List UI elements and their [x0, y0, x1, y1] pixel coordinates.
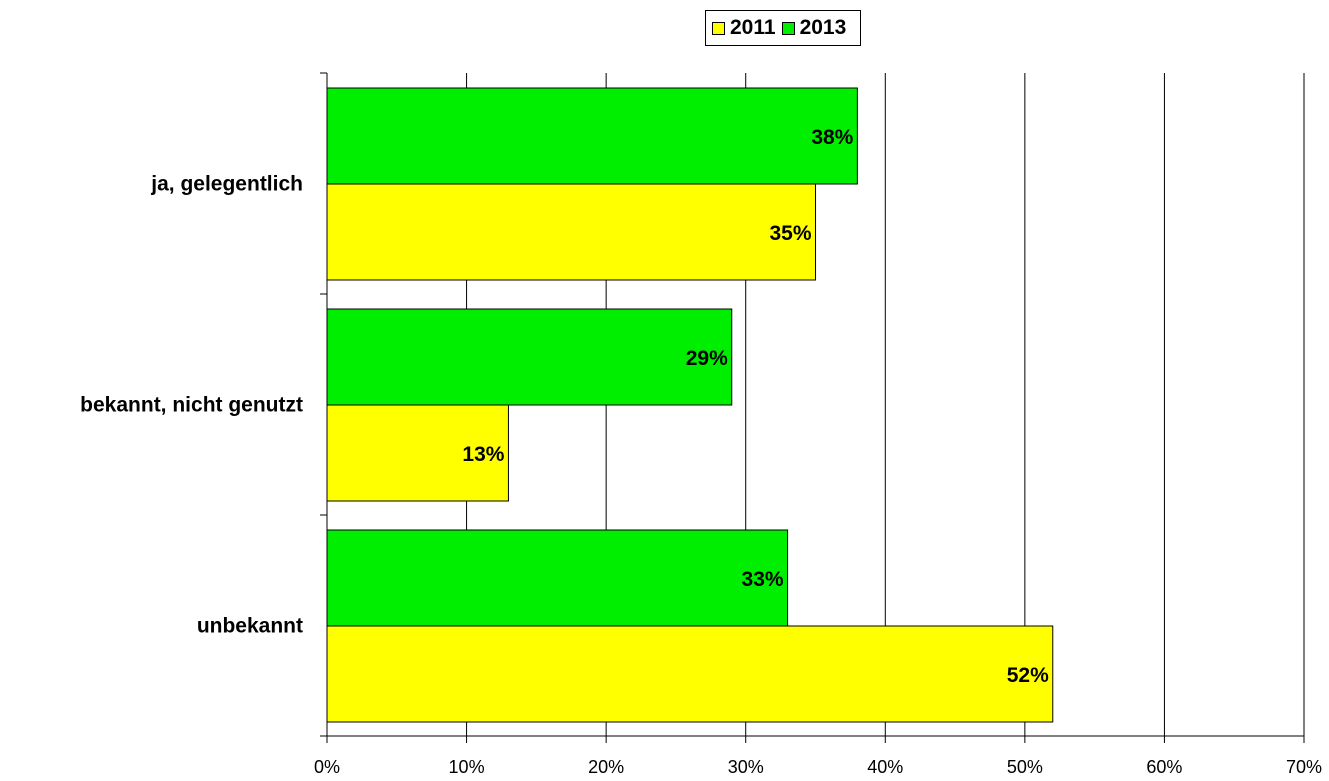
data-label-2011-1: 13% — [462, 443, 504, 466]
legend-entry-2011: 2011 — [712, 16, 776, 40]
category-label-1: bekannt, nicht genutzt — [80, 394, 303, 417]
labels: 38% 35% ja, gelegentlich 29% 13% bekannt, nic… — [80, 126, 1322, 777]
data-label-2013-0: 38% — [811, 126, 853, 149]
data-label-2013-2: 33% — [742, 568, 784, 591]
data-label-2013-1: 29% — [686, 347, 728, 370]
legend: 2011 2013 — [705, 10, 862, 46]
bar-2011-0 — [326, 183, 816, 281]
category-label-0: ja, gelegentlich — [150, 173, 303, 196]
legend-label-2011: 2011 — [730, 16, 776, 39]
axes — [320, 72, 1305, 743]
bars — [326, 87, 1054, 723]
bar-2013-2 — [326, 529, 789, 627]
legend-swatch-2013 — [781, 21, 795, 35]
legend-entry-2013: 2013 — [781, 16, 847, 40]
x-tick-label-60: 60% — [1146, 757, 1182, 777]
x-tick-label-70: 70% — [1286, 757, 1322, 777]
data-label-2011-0: 35% — [769, 222, 811, 245]
bar-2013-1 — [326, 308, 733, 406]
bar-2013-0 — [326, 87, 858, 185]
category-label-2: unbekannt — [197, 615, 303, 638]
x-tick-label-50: 50% — [1007, 757, 1043, 777]
x-tick-label-0: 0% — [314, 757, 340, 777]
x-tick-label-40: 40% — [867, 757, 903, 777]
legend-label-2013: 2013 — [799, 16, 847, 39]
legend-swatch-2011 — [712, 21, 725, 35]
bar-2011-2 — [326, 625, 1054, 723]
bar-2011-1 — [326, 404, 509, 502]
x-tick-label-30: 30% — [728, 757, 764, 777]
data-label-2011-2: 52% — [1007, 664, 1049, 687]
x-tick-label-20: 20% — [588, 757, 624, 777]
x-tick-label-10: 10% — [449, 757, 485, 777]
